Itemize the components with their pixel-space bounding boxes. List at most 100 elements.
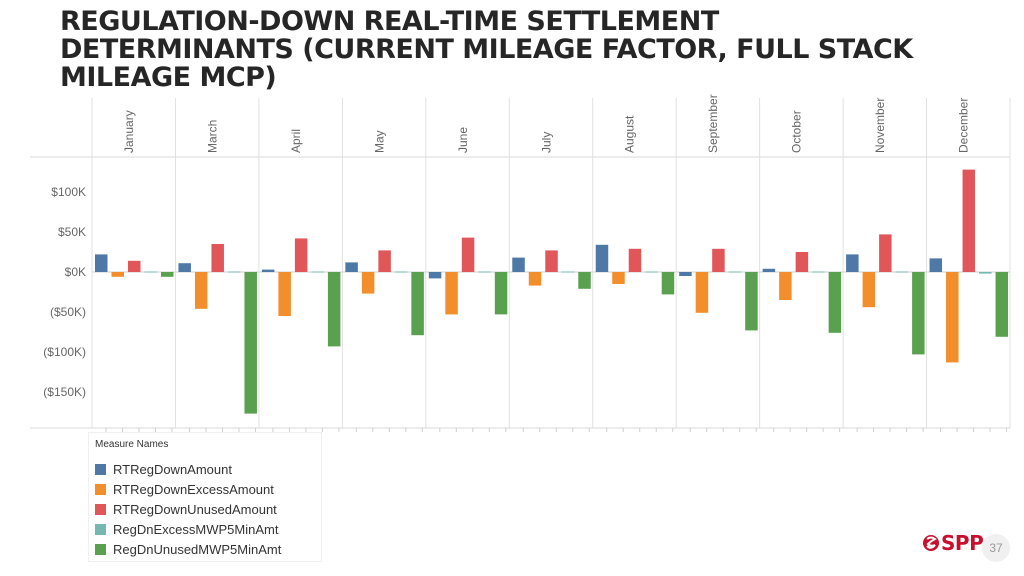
bar[interactable] [828, 272, 842, 333]
legend-label: RTRegDownAmount [113, 461, 232, 477]
bar[interactable] [244, 272, 257, 414]
bar[interactable] [645, 271, 658, 273]
bar[interactable] [962, 169, 976, 272]
legend-label: RegDnExcessMWP5MinAmt [113, 521, 279, 537]
legend-swatch [95, 463, 106, 475]
bar[interactable] [227, 271, 241, 273]
bar[interactable] [445, 272, 458, 315]
bar[interactable] [745, 272, 758, 331]
spp-logo: SPP [921, 531, 984, 555]
bar[interactable] [144, 271, 158, 273]
y-tick-label: $100K [51, 185, 86, 199]
legend: Measure Names RTRegDownAmount RTRegDownEx… [88, 432, 322, 562]
bar[interactable] [178, 263, 191, 272]
bar[interactable] [128, 260, 141, 272]
bar[interactable] [846, 254, 859, 272]
bar[interactable] [578, 272, 591, 289]
bar[interactable] [661, 272, 675, 295]
bar[interactable] [528, 272, 542, 286]
month-label: March [205, 120, 219, 153]
legend-item[interactable]: RTRegDownAmount [95, 459, 281, 479]
bar[interactable] [261, 269, 275, 272]
bar[interactable] [712, 248, 725, 272]
bar[interactable] [561, 271, 575, 273]
bar[interactable] [311, 271, 324, 273]
bar[interactable] [628, 248, 642, 272]
slide-title: REGULATION-DOWN REAL-TIME SETTLEMENT DET… [60, 6, 913, 93]
legend-item[interactable]: RegDnUnusedMWP5MinAmt [95, 539, 281, 559]
bar[interactable] [278, 272, 291, 316]
y-tick-label: ($150K) [43, 385, 86, 399]
y-tick-label: ($100K) [43, 345, 86, 359]
bar[interactable] [695, 272, 709, 313]
bar[interactable] [194, 272, 208, 309]
bar[interactable] [895, 271, 909, 273]
bar[interactable] [679, 272, 692, 276]
bar[interactable] [929, 258, 943, 272]
legend-label: RTRegDownUnusedAmount [113, 501, 277, 517]
legend-swatch [95, 523, 106, 535]
bar[interactable] [795, 252, 809, 272]
legend-swatch [95, 503, 106, 515]
bar[interactable] [327, 272, 341, 347]
bar[interactable] [879, 234, 892, 272]
legend-item[interactable]: RTRegDownUnusedAmount [95, 499, 281, 519]
bar[interactable] [95, 254, 108, 272]
legend-swatch [95, 543, 106, 555]
bar[interactable] [612, 272, 625, 284]
bar[interactable] [595, 244, 609, 272]
y-axis: $100K $50K $0K ($50K) ($100K) ($150K) [43, 185, 86, 399]
bar[interactable] [411, 272, 424, 336]
bars-group [95, 169, 1009, 414]
bar[interactable] [512, 257, 525, 272]
bar[interactable] [545, 250, 558, 272]
month-label: June [456, 127, 470, 153]
bar[interactable] [912, 272, 925, 355]
bar[interactable] [378, 250, 391, 272]
bar[interactable] [394, 271, 408, 273]
bar[interactable] [862, 272, 876, 308]
legend-items: RTRegDownAmount RTRegDownExcessAmount RTRe… [95, 459, 281, 559]
bar[interactable] [161, 272, 174, 277]
bar[interactable] [461, 237, 475, 272]
bar[interactable] [762, 268, 776, 272]
y-tick-label: $0K [65, 265, 86, 279]
legend-label: RegDnUnusedMWP5MinAmt [113, 541, 282, 557]
legend-title: Measure Names [95, 439, 169, 450]
month-label: September [706, 94, 720, 153]
bar[interactable] [428, 272, 442, 279]
spp-logo-icon [923, 535, 939, 551]
month-label: April [289, 129, 303, 153]
month-header-row: January March April May June July August Septem… [122, 94, 971, 153]
month-label: January [122, 110, 136, 153]
month-label: May [372, 130, 386, 153]
bar[interactable] [345, 262, 358, 272]
month-label: October [790, 110, 804, 153]
bar[interactable] [946, 272, 959, 363]
bar[interactable] [361, 272, 375, 294]
bar[interactable] [211, 244, 224, 272]
month-label: December [957, 98, 971, 153]
bar[interactable] [779, 272, 792, 300]
legend-item[interactable]: RegDnExcessMWP5MinAmt [95, 519, 281, 539]
bar[interactable] [812, 271, 825, 273]
month-label: August [623, 115, 637, 153]
legend-item[interactable]: RTRegDownExcessAmount [95, 479, 281, 499]
bar[interactable] [111, 272, 125, 277]
y-tick-label: ($50K) [50, 305, 86, 319]
bar[interactable] [494, 272, 508, 315]
legend-swatch [95, 483, 106, 495]
chart-grid [30, 98, 1011, 432]
month-label: July [539, 132, 553, 153]
bar[interactable] [979, 272, 992, 274]
legend-label: RTRegDownExcessAmount [113, 481, 274, 497]
page-number: 37 [982, 534, 1010, 562]
bar[interactable] [478, 271, 491, 273]
month-label: November [873, 98, 887, 153]
bar[interactable] [995, 272, 1009, 337]
bar[interactable] [294, 238, 308, 272]
bar[interactable] [728, 271, 742, 273]
spp-logo-text: SPP [941, 531, 984, 555]
y-tick-label: $50K [58, 225, 86, 239]
